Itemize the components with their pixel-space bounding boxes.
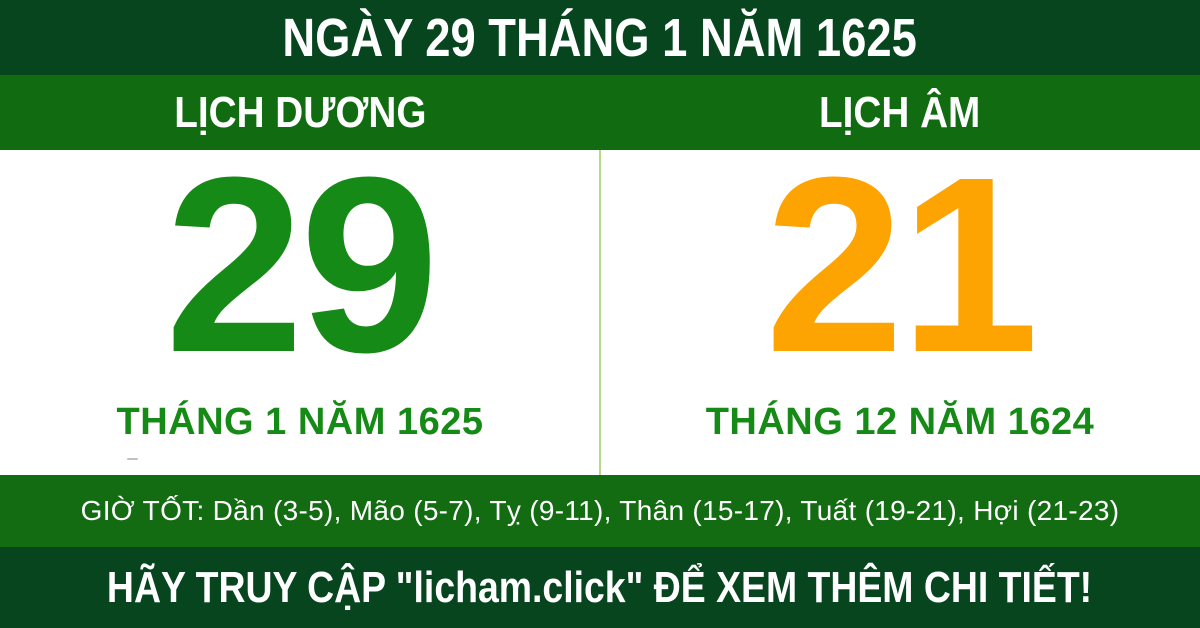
good-hours-text: GIỜ TỐT: Dần (3-5), Mão (5-7), Tỵ (9-11)… — [80, 495, 1120, 526]
solar-header: LỊCH DƯƠNG — [0, 75, 600, 150]
lunar-header-label: LỊCH ÂM — [819, 87, 981, 137]
calendar-body: 29 THÁNG 1 NĂM 1625 21 THÁNG 12 NĂM 1624 — [0, 124, 1200, 475]
lunar-month-year: THÁNG 12 NĂM 1624 — [705, 401, 1095, 443]
dash-artifact — [127, 458, 138, 460]
solar-day-number: 29 — [164, 124, 439, 404]
vertical-divider — [599, 150, 601, 475]
title-bar: NGÀY 29 THÁNG 1 NĂM 1625 — [0, 0, 1200, 75]
page-title: NGÀY 29 THÁNG 1 NĂM 1625 — [282, 7, 918, 68]
lunar-header: LỊCH ÂM — [600, 75, 1200, 150]
lunar-panel: 21 THÁNG 12 NĂM 1624 — [600, 124, 1200, 475]
solar-month-year: THÁNG 1 NĂM 1625 — [116, 401, 484, 443]
lunar-day-number: 21 — [764, 124, 1039, 404]
calendar-headers: LỊCH DƯƠNG LỊCH ÂM — [0, 75, 1200, 150]
solar-header-label: LỊCH DƯƠNG — [173, 87, 427, 137]
solar-panel: 29 THÁNG 1 NĂM 1625 — [0, 124, 600, 475]
footer-cta-text: HÃY TRUY CẬP "licham.click" ĐỂ XEM THÊM … — [107, 562, 1093, 612]
footer-bar: HÃY TRUY CẬP "licham.click" ĐỂ XEM THÊM … — [0, 547, 1200, 628]
good-hours-bar: GIỜ TỐT: Dần (3-5), Mão (5-7), Tỵ (9-11)… — [0, 475, 1200, 547]
